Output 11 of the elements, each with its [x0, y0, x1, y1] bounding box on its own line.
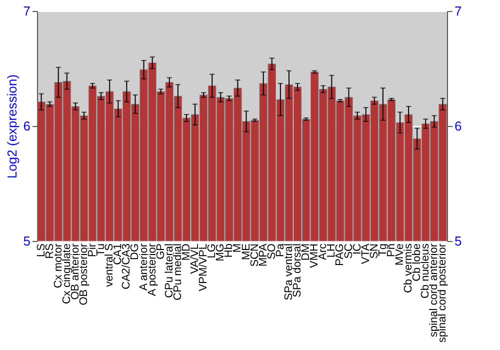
x-tick-label: OB posterior	[78, 243, 90, 306]
y-tick-label: 6	[23, 118, 30, 134]
y-axis-title: Log2 (expression)	[4, 74, 20, 179]
x-tick-label: A posterior	[146, 243, 158, 296]
y-tick-label: 7	[23, 4, 30, 18]
x-tick-label: RS	[44, 244, 56, 259]
y-tick-label: 5	[23, 234, 30, 248]
y2-tick-label: 7	[454, 4, 462, 18]
y2-tick-label: 6	[454, 118, 462, 134]
y2-tick-label: 5	[454, 234, 462, 248]
x-tick-label: Tg	[376, 244, 389, 256]
